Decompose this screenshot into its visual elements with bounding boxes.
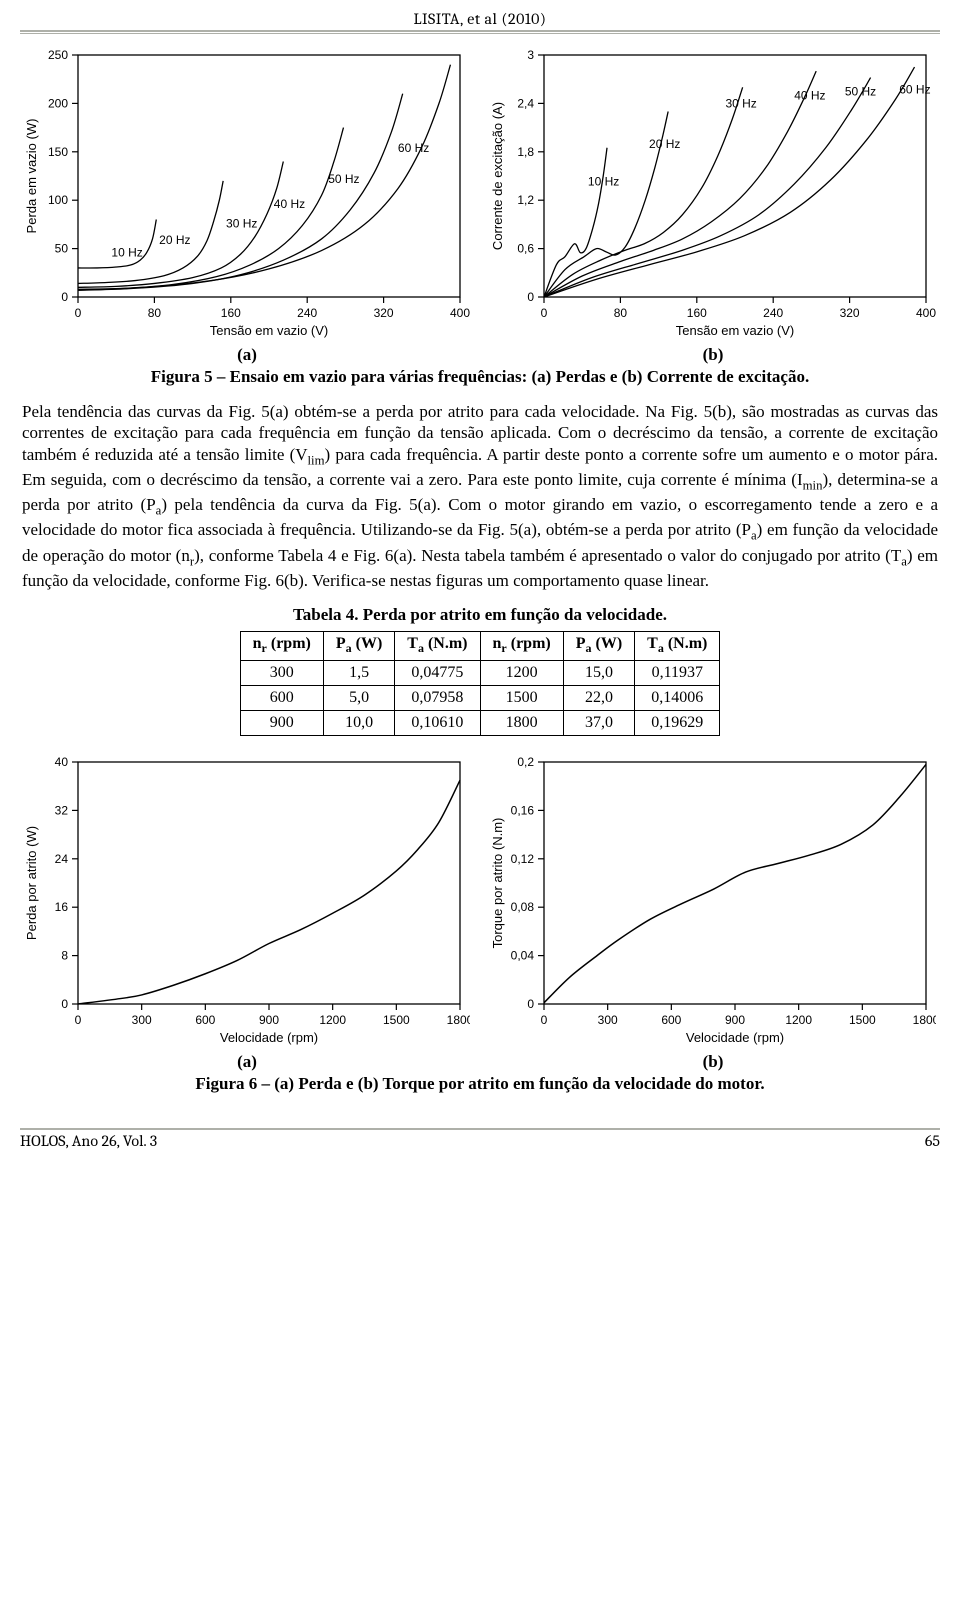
figure-5: 0 80 160 240 320 400 0 50 100 150 200 250 Tensão em … — [20, 43, 940, 365]
svg-text:Velocidade (rpm): Velocidade (rpm) — [686, 1030, 784, 1045]
fig6-caption: Figura 6 – (a) Perda e (b) Torque por at… — [50, 1074, 910, 1094]
svg-text:0,6: 0,6 — [517, 242, 534, 256]
svg-text:0,08: 0,08 — [511, 900, 535, 914]
svg-text:50 Hz: 50 Hz — [845, 84, 876, 98]
svg-text:Perda em vazio (W): Perda em vazio (W) — [24, 119, 39, 234]
svg-text:50 Hz: 50 Hz — [328, 172, 359, 186]
table-header: Pa (W) — [563, 632, 634, 660]
svg-text:400: 400 — [916, 306, 936, 320]
svg-text:1800: 1800 — [447, 1013, 470, 1027]
table4: nr (rpm)Pa (W)Ta (N.m)nr (rpm)Pa (W)Ta (… — [240, 631, 721, 735]
chart-fig6a: 0 300 600 900 1200 1500 1800 0 8 16 24 32 40 Velocida… — [20, 750, 470, 1050]
svg-text:1800: 1800 — [913, 1013, 936, 1027]
chart-fig5a: 0 80 160 240 320 400 0 50 100 150 200 250 Tensão em … — [20, 43, 470, 343]
fig5-caption: Figura 5 – Ensaio em vazio para várias f… — [100, 367, 860, 387]
svg-text:8: 8 — [61, 948, 68, 962]
svg-text:Corrente de excitação (A): Corrente de excitação (A) — [490, 102, 505, 250]
svg-text:200: 200 — [48, 96, 68, 110]
table-header: nr (rpm) — [240, 632, 323, 660]
svg-text:240: 240 — [763, 306, 783, 320]
page-footer: HOLOS, Ano 26, Vol. 3 65 — [20, 1128, 940, 1150]
figure-6: 0 300 600 900 1200 1500 1800 0 8 16 24 32 40 Velocida… — [20, 750, 940, 1072]
svg-text:10 Hz: 10 Hz — [588, 175, 619, 189]
svg-text:1,2: 1,2 — [517, 193, 534, 207]
svg-text:0: 0 — [75, 1013, 82, 1027]
svg-text:0: 0 — [61, 997, 68, 1011]
svg-text:60 Hz: 60 Hz — [398, 141, 429, 155]
body-paragraph: Pela tendência das curvas da Fig. 5(a) o… — [22, 401, 938, 591]
svg-text:80: 80 — [148, 306, 162, 320]
running-header: LISITA, et al (2010) — [20, 10, 940, 32]
chart-fig5b: 0 80 160 240 320 400 0 0,6 1,2 1,8 2,4 3 Tensão em v… — [486, 43, 936, 343]
svg-text:1500: 1500 — [383, 1013, 410, 1027]
svg-text:250: 250 — [48, 48, 68, 62]
svg-text:32: 32 — [55, 803, 69, 817]
svg-text:40 Hz: 40 Hz — [274, 197, 305, 211]
svg-text:900: 900 — [259, 1013, 279, 1027]
fig5-sub-b: (b) — [486, 345, 940, 365]
svg-text:40 Hz: 40 Hz — [794, 88, 825, 102]
svg-text:Velocidade (rpm): Velocidade (rpm) — [220, 1030, 318, 1045]
svg-text:20 Hz: 20 Hz — [649, 137, 680, 151]
svg-text:16: 16 — [55, 900, 69, 914]
svg-text:80: 80 — [614, 306, 628, 320]
svg-text:30 Hz: 30 Hz — [725, 96, 756, 110]
svg-text:0: 0 — [527, 290, 534, 304]
svg-text:24: 24 — [55, 851, 69, 865]
fig5-sub-a: (a) — [20, 345, 474, 365]
svg-text:40: 40 — [55, 755, 69, 769]
svg-text:1200: 1200 — [319, 1013, 346, 1027]
fig6-sub-a: (a) — [20, 1052, 474, 1072]
svg-text:0: 0 — [541, 1013, 548, 1027]
svg-text:20 Hz: 20 Hz — [159, 233, 190, 247]
table-header: Ta (N.m) — [395, 632, 480, 660]
footer-left: HOLOS, Ano 26, Vol. 3 — [20, 1132, 157, 1150]
svg-text:160: 160 — [221, 306, 241, 320]
table-row: 90010,00,10610180037,00,19629 — [240, 710, 720, 735]
chart-fig6b: 0 300 600 900 1200 1500 1800 0 0,04 0,08 0,12 0,16 0… — [486, 750, 936, 1050]
footer-right: 65 — [925, 1132, 940, 1150]
table-header: Ta (N.m) — [635, 632, 720, 660]
svg-text:160: 160 — [687, 306, 707, 320]
svg-text:600: 600 — [195, 1013, 215, 1027]
table-row: 6005,00,07958150022,00,14006 — [240, 685, 720, 710]
svg-text:0,2: 0,2 — [517, 755, 534, 769]
svg-text:320: 320 — [374, 306, 394, 320]
table4-caption: Tabela 4. Perda por atrito em função da … — [20, 605, 940, 625]
table-header: Pa (W) — [323, 632, 394, 660]
svg-text:320: 320 — [840, 306, 860, 320]
svg-text:2,4: 2,4 — [517, 96, 534, 110]
svg-text:900: 900 — [725, 1013, 745, 1027]
svg-text:Tensão em vazio (V): Tensão em vazio (V) — [210, 323, 329, 338]
svg-text:Perda por atrito (W): Perda por atrito (W) — [24, 826, 39, 940]
svg-text:10 Hz: 10 Hz — [111, 245, 142, 259]
svg-text:0: 0 — [541, 306, 548, 320]
svg-text:240: 240 — [297, 306, 317, 320]
svg-text:0: 0 — [75, 306, 82, 320]
svg-text:0,16: 0,16 — [511, 803, 535, 817]
table-row: 3001,50,04775120015,00,11937 — [240, 660, 720, 685]
svg-text:100: 100 — [48, 193, 68, 207]
svg-text:0,12: 0,12 — [511, 851, 535, 865]
svg-text:300: 300 — [598, 1013, 618, 1027]
svg-text:3: 3 — [527, 48, 534, 62]
svg-text:1200: 1200 — [785, 1013, 812, 1027]
svg-text:600: 600 — [661, 1013, 681, 1027]
svg-text:Tensão em vazio (V): Tensão em vazio (V) — [676, 323, 795, 338]
svg-text:150: 150 — [48, 145, 68, 159]
header-rule — [20, 33, 940, 35]
svg-text:60 Hz: 60 Hz — [899, 83, 930, 97]
fig6-sub-b: (b) — [486, 1052, 940, 1072]
svg-text:1500: 1500 — [849, 1013, 876, 1027]
svg-text:0,04: 0,04 — [511, 948, 535, 962]
svg-text:400: 400 — [450, 306, 470, 320]
svg-text:50: 50 — [55, 242, 69, 256]
table-header: nr (rpm) — [480, 632, 563, 660]
svg-text:30 Hz: 30 Hz — [226, 216, 257, 230]
svg-text:0: 0 — [61, 290, 68, 304]
svg-text:0: 0 — [527, 997, 534, 1011]
svg-text:1,8: 1,8 — [517, 145, 534, 159]
svg-text:Torque por atrito (N.m): Torque por atrito (N.m) — [490, 817, 505, 948]
svg-text:300: 300 — [132, 1013, 152, 1027]
